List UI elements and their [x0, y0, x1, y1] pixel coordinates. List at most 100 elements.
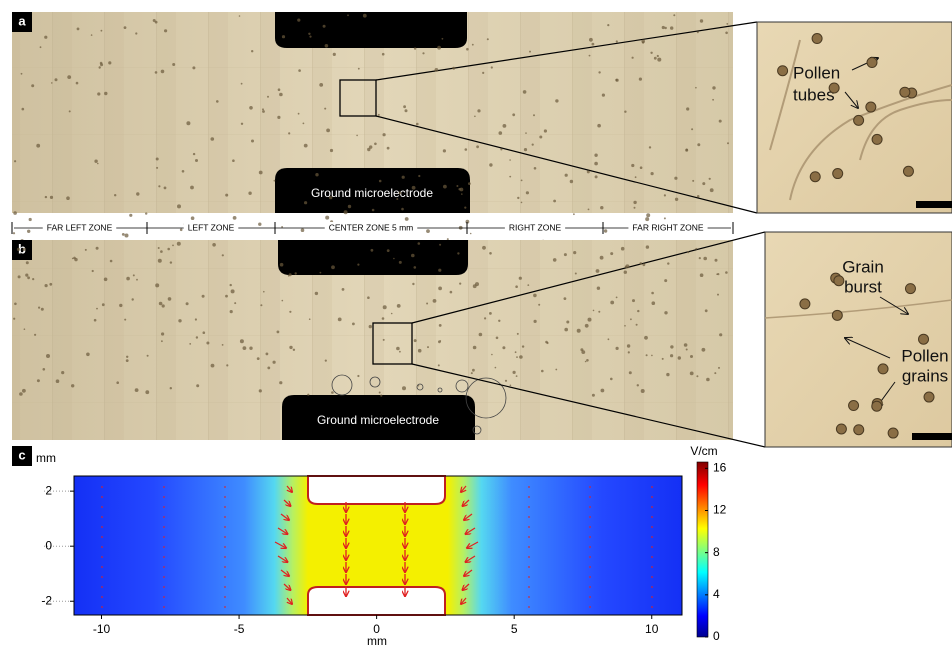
pollen-grain [27, 276, 30, 280]
pollen-grain [161, 340, 163, 343]
pollen-grain [44, 35, 48, 39]
pollen-grain [109, 259, 113, 263]
pollen-grain [545, 340, 548, 344]
pollen-grain [131, 298, 134, 301]
pollen-grain [587, 317, 592, 322]
pollen-grain [251, 139, 254, 143]
pollen-grain [154, 71, 158, 74]
pollen-grain [44, 195, 48, 199]
pollen-grain [630, 318, 632, 321]
x-tick-label: 0 [373, 622, 380, 636]
pollen-grain [439, 340, 442, 342]
pollen-grain [101, 303, 105, 307]
pollen-grain [466, 47, 469, 51]
pollen-grain [472, 345, 477, 350]
pollen-grain [281, 226, 283, 228]
pollen-grain [624, 265, 628, 269]
pollen-grain [195, 336, 199, 339]
pollen-grain [315, 173, 319, 177]
pollen-grain [877, 363, 889, 375]
pollen-grain [509, 159, 511, 161]
pollen-grain [446, 238, 449, 241]
pollen-grain [126, 355, 129, 358]
electrode [278, 240, 468, 275]
pollen-grain [100, 29, 103, 32]
field-arrow [283, 499, 291, 506]
pollen-grain [341, 288, 345, 291]
pollen-grain [304, 201, 308, 205]
pollen-grain [399, 350, 401, 353]
pollen-grain [564, 327, 568, 332]
pollen-grain [71, 257, 74, 260]
pollen-grain [71, 384, 75, 388]
field-arrow [280, 513, 289, 520]
pollen-grain [553, 199, 556, 203]
panel-label: b [18, 241, 26, 256]
pollen-grain [598, 310, 601, 313]
field-arrow [463, 499, 470, 506]
pollen-grain [176, 241, 181, 246]
electrode-region [307, 586, 446, 616]
inset-label: Pollen [901, 346, 948, 365]
pollen-grain [887, 427, 899, 439]
pollen-grain [262, 110, 265, 113]
pollen-grain [484, 317, 487, 320]
pollen-grain [292, 348, 296, 351]
field-arrow [274, 541, 286, 548]
pollen-grain [591, 42, 595, 46]
pollen-grain [194, 318, 197, 321]
inset-label: Grain [842, 257, 884, 276]
pollen-grain [308, 318, 311, 321]
pollen-grain [601, 93, 606, 97]
field-arrow [467, 541, 479, 548]
y-tick-label: 0 [45, 538, 52, 552]
pollen-grain [581, 350, 586, 354]
pollen-grain [459, 282, 462, 285]
scale-bar [916, 201, 952, 208]
pollen-grain [638, 77, 643, 81]
pollen-grain [437, 45, 441, 50]
pollen-grain [396, 198, 399, 200]
pollen-grain [471, 43, 474, 46]
field-arrow [464, 513, 473, 520]
colorbar-tick-label: 16 [713, 460, 727, 474]
pollen-grain [923, 391, 935, 403]
pollen-grain [114, 194, 117, 197]
pollen-grain [302, 122, 305, 125]
pollen-grain [464, 206, 467, 209]
pollen-grain [374, 142, 377, 146]
pollen-grain [828, 82, 840, 94]
pollen-grain [75, 81, 79, 85]
pollen-grain [477, 109, 481, 113]
pollen-grain [725, 271, 728, 274]
pollen-grain [687, 251, 690, 254]
pollen-grain [494, 366, 497, 369]
panel-a: Ground microelectrode a Pollen tubes [12, 12, 952, 253]
pollen-grain [124, 318, 127, 321]
pollen-grain [279, 381, 283, 385]
pollen-grain [25, 273, 29, 277]
pollen-grain [289, 310, 292, 313]
pollen-grain [332, 52, 336, 57]
zoom-line [375, 21, 758, 81]
zone-label-bg [324, 222, 418, 234]
pollen-grain [714, 372, 717, 375]
pollen-grain [99, 61, 103, 65]
panel-label-bg [12, 240, 32, 260]
pollen-grain [386, 146, 390, 150]
pollen-grain [615, 346, 619, 350]
pollen-grain [281, 299, 284, 302]
pollen-grain [124, 233, 129, 238]
pollen-grain [670, 345, 674, 349]
pollen-grain [525, 191, 530, 195]
pollen-grain [44, 284, 48, 288]
pollen-grain [156, 166, 159, 169]
y-axis-label: mm [36, 451, 56, 465]
pollen-grain [697, 143, 701, 147]
electrode-label: Ground microelectrode [311, 186, 433, 200]
pollen-grain [871, 133, 883, 145]
pollen-grain [456, 185, 459, 187]
electrode-label: Ground microelectrode [317, 413, 439, 427]
pollen-grain [370, 248, 374, 252]
field-arrow [277, 555, 288, 562]
